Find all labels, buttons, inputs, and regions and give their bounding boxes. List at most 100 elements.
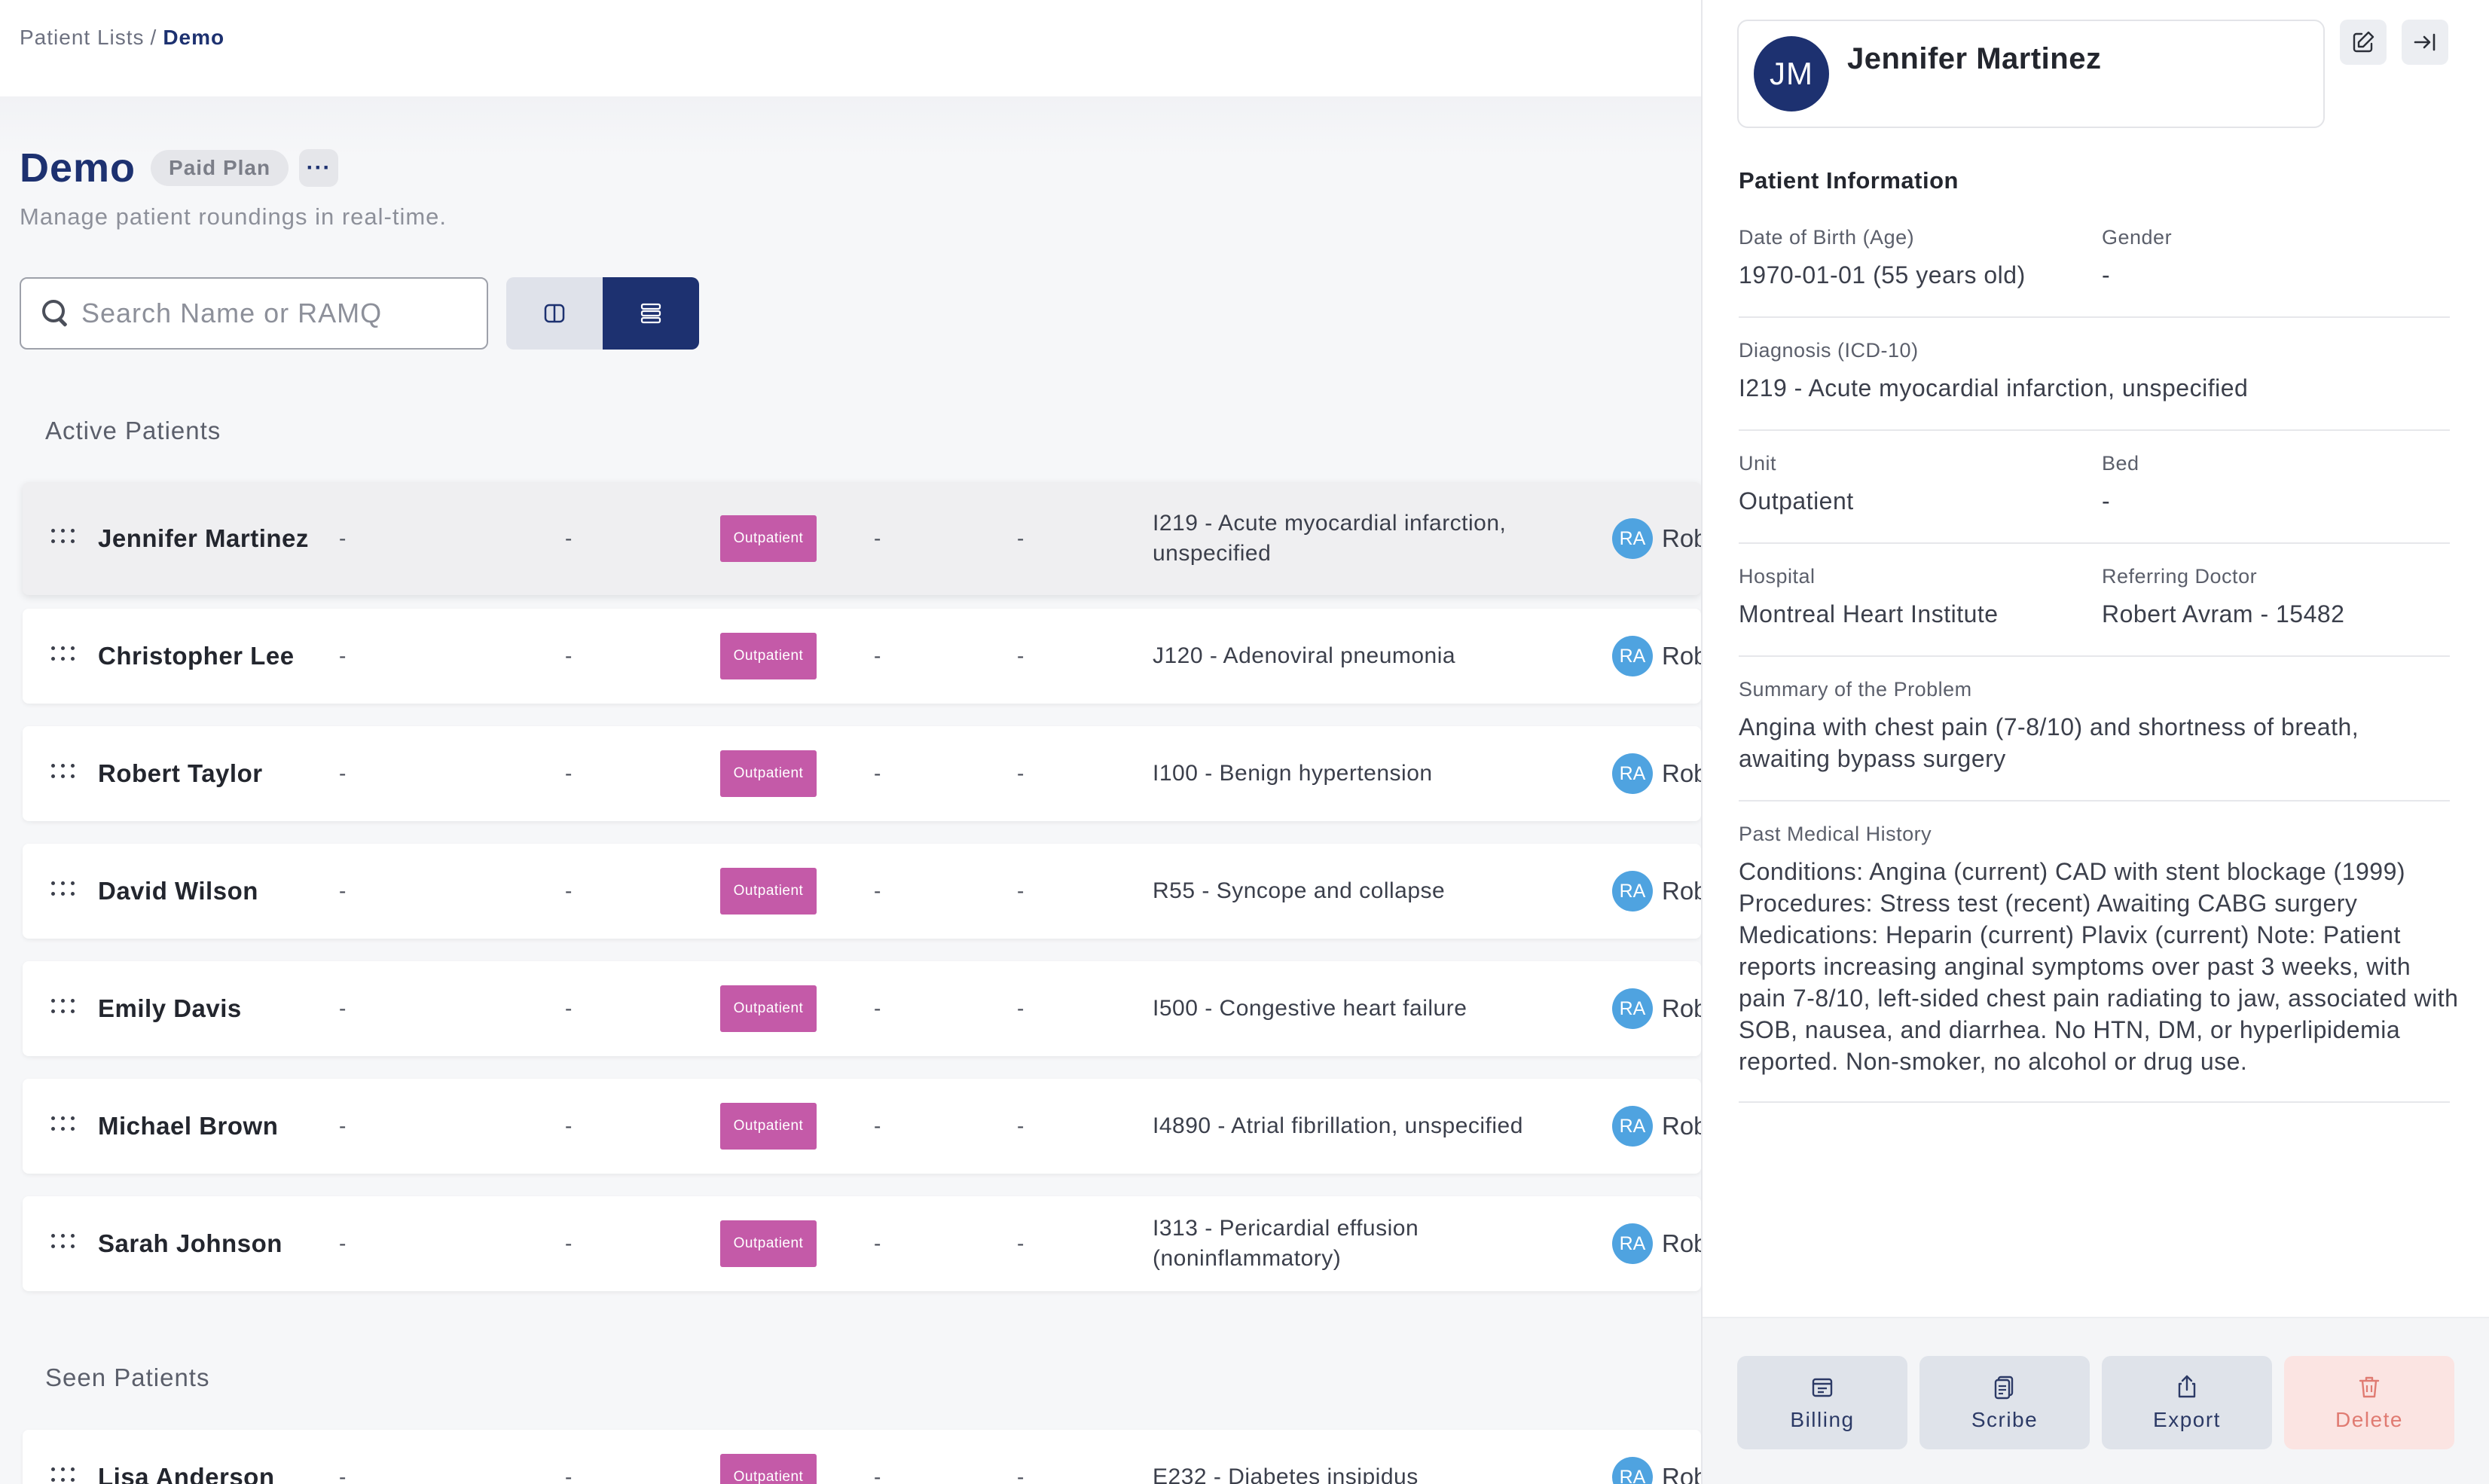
past-medical-history-value: Conditions: Angina (current) CAD with st… bbox=[1739, 858, 2459, 1075]
patient-list-main: Demo Paid Plan ··· Manage patient roundi… bbox=[0, 96, 1701, 1484]
patient-row[interactable]: Robert Taylor - - Outpatient - - I100 - Benign… bbox=[23, 726, 1701, 821]
doctor-avatar: RA bbox=[1612, 1457, 1653, 1484]
search-input[interactable] bbox=[81, 298, 473, 329]
bed-value: - bbox=[2102, 487, 2111, 515]
diagnosis-cell: I100 - Benign hypertension bbox=[1153, 761, 1433, 786]
dob-value: 1970-01-01 (55 years old) bbox=[1739, 261, 2026, 289]
dob-label: Date of Birth (Age) bbox=[1739, 226, 1915, 249]
divider bbox=[1739, 1101, 2450, 1103]
patient-name-cell: Emily Davis bbox=[98, 994, 242, 1022]
search-icon bbox=[41, 298, 71, 328]
scribe-label: Scribe bbox=[1971, 1408, 2039, 1431]
patient-row[interactable]: Emily Davis - - Outpatient - - I500 - Congesti… bbox=[23, 961, 1701, 1056]
table-cell: - bbox=[1017, 762, 1025, 785]
table-cell: - bbox=[874, 1232, 881, 1255]
past-medical-history-label: Past Medical History bbox=[1739, 823, 1932, 845]
patient-name: Jennifer Martinez bbox=[1847, 41, 2102, 75]
table-cell: - bbox=[1017, 879, 1025, 902]
unit-value: Outpatient bbox=[1739, 487, 1854, 515]
unit-badge: Outpatient bbox=[720, 633, 817, 679]
page-title: Demo bbox=[20, 145, 136, 191]
export-button[interactable]: Export bbox=[2102, 1356, 2272, 1449]
table-cell: - bbox=[339, 644, 347, 667]
table-cell: - bbox=[339, 527, 347, 550]
billing-button[interactable]: Billing bbox=[1737, 1356, 1907, 1449]
breadcrumb: Patient Lists / Demo bbox=[20, 26, 224, 50]
patient-row[interactable]: Lisa Anderson - - Outpatient - - E232 - Diabet… bbox=[23, 1430, 1701, 1484]
diagnosis-value: I219 - Acute myocardial infarction, unsp… bbox=[1739, 374, 2249, 402]
doctor-avatar: RA bbox=[1612, 1106, 1653, 1147]
patient-information-title: Patient Information bbox=[1739, 167, 1959, 194]
more-options-button[interactable]: ··· bbox=[299, 149, 339, 187]
table-cell: - bbox=[339, 1114, 347, 1137]
doctor-name-cell: Rob bbox=[1662, 877, 1701, 905]
diagnosis-cell: I313 - Pericardial effusion (noninflamma… bbox=[1153, 1216, 1419, 1271]
table-cell: - bbox=[565, 527, 573, 550]
billing-icon bbox=[1812, 1378, 1833, 1397]
drag-handle-icon[interactable] bbox=[51, 646, 75, 666]
search-box bbox=[20, 277, 488, 350]
doctor-avatar: RA bbox=[1612, 1223, 1653, 1264]
unit-badge: Outpatient bbox=[720, 1103, 817, 1150]
delete-button[interactable]: Delete bbox=[2284, 1356, 2454, 1449]
table-cell: - bbox=[1017, 644, 1025, 667]
edit-button[interactable] bbox=[2340, 20, 2387, 65]
divider bbox=[1739, 316, 2450, 318]
drag-handle-icon[interactable] bbox=[51, 1116, 75, 1136]
plan-badge: Paid Plan bbox=[151, 150, 289, 186]
unit-label: Unit bbox=[1739, 452, 1777, 475]
unit-badge: Outpatient bbox=[720, 1454, 817, 1484]
diagnosis-cell: I219 - Acute myocardial infarction, unsp… bbox=[1153, 511, 1507, 566]
doctor-name-cell: Rob bbox=[1662, 1463, 1701, 1484]
scribe-button[interactable]: Scribe bbox=[1919, 1356, 2090, 1449]
table-cell: - bbox=[339, 1232, 347, 1255]
divider bbox=[1739, 429, 2450, 431]
unit-badge: Outpatient bbox=[720, 750, 817, 797]
export-icon bbox=[2178, 1375, 2196, 1398]
drag-handle-icon[interactable] bbox=[51, 881, 75, 901]
doctor-name-cell: Rob bbox=[1662, 524, 1701, 552]
table-cell: - bbox=[1017, 1114, 1025, 1137]
table-cell: - bbox=[1017, 1465, 1025, 1484]
drag-handle-icon[interactable] bbox=[51, 1467, 75, 1484]
patient-row[interactable]: David Wilson - - Outpatient - - R55 - Syncope … bbox=[23, 844, 1701, 939]
patient-name-cell: David Wilson bbox=[98, 877, 258, 905]
breadcrumb-current: Demo bbox=[163, 26, 225, 49]
export-label: Export bbox=[2153, 1408, 2221, 1431]
patient-name-cell: Jennifer Martinez bbox=[98, 524, 309, 552]
drag-handle-icon[interactable] bbox=[51, 1234, 75, 1253]
trash-icon bbox=[2359, 1376, 2380, 1398]
hospital-label: Hospital bbox=[1739, 565, 1816, 588]
table-cell: - bbox=[565, 1114, 573, 1137]
list-view-button[interactable] bbox=[603, 277, 699, 350]
patient-card: JM Jennifer Martinez bbox=[1737, 20, 2325, 128]
diagnosis-cell: R55 - Syncope and collapse bbox=[1153, 878, 1446, 903]
list-view-icon bbox=[640, 303, 661, 324]
active-patients-heading: Active Patients bbox=[45, 417, 221, 444]
referring-doctor-value: Robert Avram - 15482 bbox=[2102, 600, 2345, 627]
patient-row[interactable]: Christopher Lee - - Outpatient - - J120 - Aden… bbox=[23, 609, 1701, 704]
split-view-button[interactable] bbox=[506, 277, 603, 350]
drag-handle-icon[interactable] bbox=[51, 764, 75, 783]
drag-handle-icon[interactable] bbox=[51, 529, 75, 548]
collapse-panel-icon bbox=[2414, 33, 2436, 51]
view-toggle bbox=[506, 277, 699, 350]
breadcrumb-root-link[interactable]: Patient Lists bbox=[20, 26, 145, 49]
table-cell: - bbox=[874, 1465, 881, 1484]
collapse-panel-button[interactable] bbox=[2402, 20, 2448, 65]
patient-row[interactable]: Michael Brown - - Outpatient - - I4890 - Atria… bbox=[23, 1079, 1701, 1174]
drag-handle-icon[interactable] bbox=[51, 999, 75, 1018]
table-cell: - bbox=[874, 527, 881, 550]
hospital-value: Montreal Heart Institute bbox=[1739, 600, 1999, 627]
seen-patients-heading: Seen Patients bbox=[45, 1363, 210, 1391]
top-bar: Patient Lists / Demo bbox=[0, 0, 1701, 96]
doctor-name-cell: Rob bbox=[1662, 994, 1701, 1022]
page-subtitle: Manage patient roundings in real-time. bbox=[20, 203, 447, 230]
table-cell: - bbox=[565, 997, 573, 1020]
summary-value: Angina with chest pain (7-8/10) and shor… bbox=[1739, 713, 2359, 772]
gender-value: - bbox=[2102, 261, 2111, 289]
patient-row[interactable]: Sarah Johnson - - Outpatient - - I313 - Perica… bbox=[23, 1196, 1701, 1291]
patient-name-cell: Lisa Anderson bbox=[98, 1463, 275, 1484]
patient-row[interactable]: Jennifer Martinez - - Outpatient - - I219 - Ac… bbox=[23, 482, 1701, 595]
patient-name-cell: Sarah Johnson bbox=[98, 1229, 282, 1257]
